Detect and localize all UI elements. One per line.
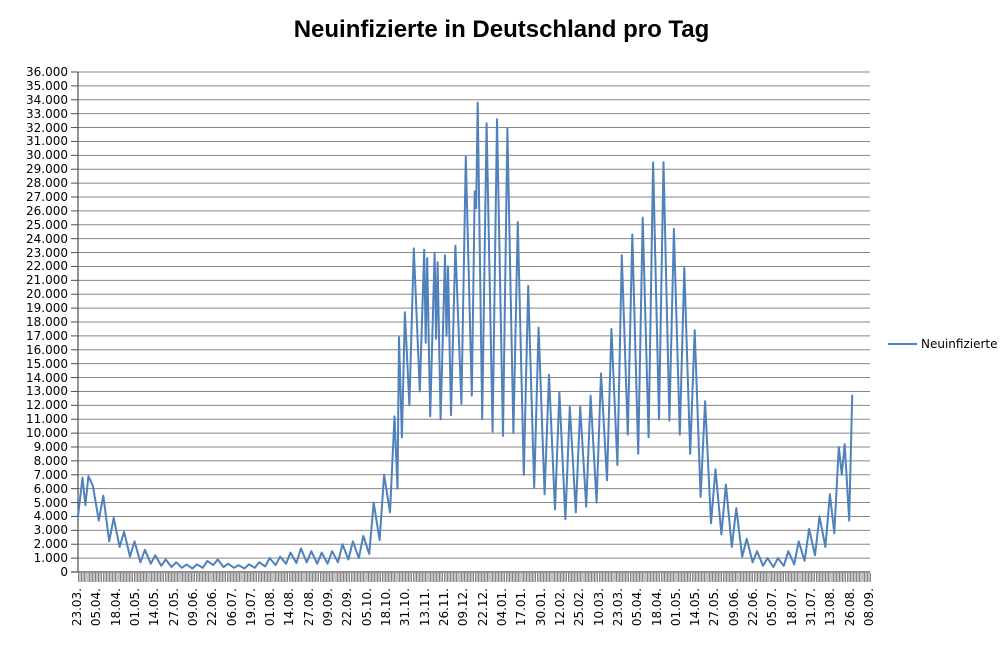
y-axis-label: 20.000 — [26, 287, 68, 302]
x-axis-label: 23.03. — [610, 588, 625, 627]
x-axis-label: 27.05. — [166, 588, 181, 627]
x-axis-label: 26.08. — [842, 588, 857, 627]
legend-label: Neuinfizierte — [921, 337, 998, 351]
y-axis-label: 28.000 — [26, 176, 68, 191]
x-axis-label: 01.05. — [668, 588, 683, 627]
x-axis-label: 18.04. — [108, 588, 123, 627]
x-axis-label: 27.08. — [301, 588, 316, 627]
y-axis-label: 31.000 — [26, 134, 68, 149]
x-axis-label: 09.06. — [185, 588, 200, 627]
y-axis-label: 16.000 — [26, 342, 68, 357]
y-axis-label: 18.000 — [26, 315, 68, 329]
x-axis-label: 14.08. — [282, 588, 297, 627]
x-axis-tick-band — [78, 573, 871, 582]
y-axis-label: 23.000 — [26, 245, 68, 260]
x-axis-label: 12.02. — [552, 588, 567, 627]
y-axis-label: 3.000 — [33, 523, 68, 538]
x-axis-label: 30.01. — [533, 588, 548, 627]
x-axis-label: 05.07. — [765, 588, 780, 627]
y-axis-label: 10.000 — [26, 426, 68, 441]
y-axis-label: 34.000 — [26, 92, 68, 107]
y-axis-label: 33.000 — [26, 106, 68, 121]
x-axis-label: 25.02. — [572, 588, 587, 627]
x-axis-label: 09.09. — [321, 588, 336, 627]
series-line-neuinfizierte — [77, 101, 854, 570]
x-axis-label: 31.07. — [804, 588, 819, 627]
x-axis-label: 13.08. — [823, 588, 838, 627]
x-axis-label: 22.06. — [205, 588, 220, 627]
y-axis-label: 0 — [60, 565, 68, 579]
x-axis-label: 01.08. — [263, 588, 278, 627]
x-axis-label: 18.10. — [379, 588, 394, 627]
x-axis-label: 05.10. — [359, 588, 374, 627]
x-axis-label: 14.05. — [147, 588, 162, 627]
y-axis-label: 4.000 — [33, 509, 68, 524]
x-axis-label: 22.09. — [340, 588, 355, 627]
legend: Neuinfizierte — [888, 337, 998, 351]
y-axis-label: 6.000 — [33, 481, 68, 496]
x-axis-label: 05.04. — [630, 588, 645, 627]
y-axis-label: 14.000 — [26, 370, 68, 385]
x-axis-label: 10.03. — [591, 588, 606, 627]
y-axis-label: 7.000 — [33, 467, 68, 482]
x-axis-label: 18.07. — [784, 588, 799, 627]
y-axis-label: 22.000 — [26, 259, 68, 274]
y-axis-label: 30.000 — [26, 148, 68, 163]
y-axis-label: 19.000 — [26, 301, 68, 316]
x-axis-label: 31.10. — [398, 588, 413, 627]
y-axis-label: 2.000 — [33, 537, 68, 552]
y-axis-label: 11.000 — [26, 412, 68, 427]
y-axis-label: 35.000 — [26, 78, 68, 93]
y-axis-label: 26.000 — [26, 203, 68, 218]
x-axis-label: 04.01. — [494, 588, 509, 627]
y-axis-label: 21.000 — [26, 273, 68, 288]
y-axis-label: 29.000 — [26, 162, 68, 177]
x-axis-label: 18.04. — [649, 588, 664, 627]
x-axis-label: 09.06. — [726, 588, 741, 627]
x-axis-label: 17.01. — [514, 588, 529, 627]
y-axis-label: 27.000 — [26, 190, 68, 204]
x-axis-label: 27.05. — [707, 588, 722, 627]
x-axis-label: 01.05. — [127, 588, 142, 627]
y-axis-label: 12.000 — [26, 398, 68, 413]
y-axis-label: 32.000 — [26, 120, 68, 135]
y-axis-label: 36.000 — [26, 65, 68, 79]
y-axis-label: 15.000 — [26, 356, 68, 371]
x-axis-label: 06.07. — [224, 588, 239, 627]
y-axis-label: 5.000 — [33, 495, 68, 510]
x-axis-label: 23.03. — [70, 588, 84, 627]
legend-line-sample — [888, 343, 917, 345]
x-axis-label: 13.11. — [417, 588, 432, 627]
x-axis-label: 26.11. — [437, 588, 452, 627]
y-axis-label: 9.000 — [33, 440, 68, 454]
y-axis-label: 1.000 — [33, 551, 68, 566]
chart-title: Neuinfizierte in Deutschland pro Tag — [293, 16, 710, 43]
x-axis-label: 05.04. — [89, 588, 104, 627]
y-axis-label: 8.000 — [33, 453, 68, 468]
y-axis-label: 25.000 — [26, 217, 68, 232]
y-axis-label: 24.000 — [26, 231, 68, 246]
x-axis-label: 14.05. — [688, 588, 703, 627]
y-axis-label: 17.000 — [26, 328, 68, 343]
x-axis-label: 22.12. — [475, 588, 490, 627]
x-axis-label: 19.07. — [243, 588, 258, 627]
y-axis-label: 13.000 — [26, 384, 68, 399]
x-axis-label: 22.06. — [746, 588, 761, 627]
x-axis-label: 08.09. — [862, 588, 876, 627]
x-axis-label: 09.12. — [456, 588, 471, 627]
